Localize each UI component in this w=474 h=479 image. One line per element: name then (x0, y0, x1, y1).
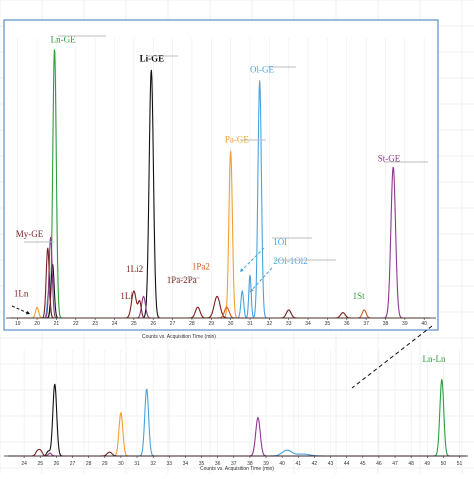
series-line-0 (8, 379, 466, 457)
zoom-connector-line (351, 325, 433, 389)
x-tick-label: 35 (199, 461, 205, 467)
x-tick-label: 38 (247, 461, 253, 467)
x-tick-label: 34 (305, 321, 311, 327)
peak-label: Pa-GE (225, 135, 249, 145)
full-chromatogram-ticks: 24 25 26 27 28 29 30 31 32 33 34 35 36 37 38 39 40 41 42 43… (21, 456, 463, 467)
peak-label: 2Ol-1Ol2 (273, 256, 308, 266)
series-line-4 (8, 416, 466, 457)
x-tick-label: 29 (102, 461, 108, 467)
x-tick-label: 26 (150, 321, 156, 327)
x-tick-label: 28 (86, 461, 92, 467)
series-line-2 (8, 388, 466, 457)
series-line-1 (8, 383, 466, 457)
series-line-3 (8, 411, 466, 457)
x-tick-label: 40 (421, 321, 427, 327)
peak-label: Ol-GE (250, 64, 274, 74)
x-tick-label: 26 (54, 461, 60, 467)
x-tick-label: 20 (34, 321, 40, 327)
peak-label: Ln-GE (51, 35, 76, 45)
peak-label: St-GE (378, 153, 401, 163)
x-tick-label: 36 (344, 321, 350, 327)
x-tick-label: 49 (425, 461, 431, 467)
x-tick-label: 24 (21, 461, 27, 467)
top-inset-panel: 19 20 21 22 23 24 25 26 27 28 29 30 31 32 33 34 35 36 37 38… (3, 19, 439, 340)
x-tick-label: 30 (118, 461, 124, 467)
peak-label: My-GE (16, 229, 44, 239)
x-tick-label: 31 (134, 461, 140, 467)
peak-label: 1Ln (14, 288, 29, 298)
leader-arrow (239, 247, 265, 273)
x-tick-label: 23 (92, 321, 98, 327)
x-tick-label: 43 (328, 461, 334, 467)
arrow-head (26, 310, 30, 315)
peak-label: 1Ol (273, 237, 287, 247)
peak-label: 1Li (120, 291, 133, 301)
leader-arrows (11, 247, 273, 315)
x-tick-label: 32 (150, 461, 156, 467)
top-inset-grid (17, 38, 425, 318)
x-tick-label: 33 (166, 461, 172, 467)
x-tick-label: 30 (228, 321, 234, 327)
full-chromatogram-panel: 24 25 26 27 28 29 30 31 32 33 34 35 36 37 38 39 40 41 42 43… (4, 350, 468, 472)
full-chromatogram-grid (23, 350, 460, 456)
x-tick-label: 33 (286, 321, 292, 327)
x-tick-label: 27 (70, 461, 76, 467)
x-tick-label: 44 (344, 461, 350, 467)
x-tick-label: 31 (247, 321, 253, 327)
full-chromatogram-x-axis-title: Counts vs. Acquisition Time (min) (200, 466, 274, 472)
x-tick-label: 32 (267, 321, 273, 327)
peak-label: 1St (353, 291, 366, 301)
arrow-head (240, 268, 244, 272)
x-tick-label: 50 (441, 461, 447, 467)
x-tick-label: 24 (112, 321, 118, 327)
x-tick-label: 47 (392, 461, 398, 467)
x-tick-label: 25 (131, 321, 137, 327)
top-inset-ticks: 19 20 21 22 23 24 25 26 27 28 29 30 31 32 33 34 35 36 37 38… (15, 318, 427, 327)
peak-label: 1Pa2 (192, 261, 210, 271)
x-tick-label: 28 (189, 321, 195, 327)
x-tick-label: 37 (231, 461, 237, 467)
x-tick-label: 37 (363, 321, 369, 327)
top-inset-annotations: Ln-GE Li-GE Ol-GE Pa-GE St-GE My-GE 1Ol 2Ol-1Ol… (14, 35, 428, 301)
x-tick-label: 25 (37, 461, 43, 467)
full-chromatogram-annotations: Ln-Ln (422, 354, 445, 364)
full-chromatogram-series (8, 379, 466, 457)
x-tick-label: 45 (360, 461, 366, 467)
x-tick-label: 42 (312, 461, 318, 467)
x-tick-label: 46 (376, 461, 382, 467)
x-tick-label: 34 (183, 461, 189, 467)
x-tick-label: 51 (457, 461, 463, 467)
peak-label: Ln-Ln (422, 354, 445, 364)
top-inset-x-axis-title: Counts vs. Acquisition Time (min) (142, 334, 216, 340)
peak-label: 1Pa-2Pa (167, 275, 197, 285)
leader-arrow (249, 267, 273, 293)
x-tick-label: 27 (170, 321, 176, 327)
x-tick-label: 22 (73, 321, 79, 327)
peak-label: Li-GE (140, 54, 165, 64)
x-tick-label: 36 (215, 461, 221, 467)
peak-label: 1Li2 (126, 264, 143, 274)
x-tick-label: 40 (279, 461, 285, 467)
x-tick-label: 48 (408, 461, 414, 467)
x-tick-label: 29 (209, 321, 215, 327)
top-inset-frame (3, 19, 439, 331)
arrow-head (250, 288, 254, 292)
x-tick-label: 38 (383, 321, 389, 327)
x-tick-label: 19 (15, 321, 21, 327)
x-tick-label: 21 (54, 321, 60, 327)
x-tick-label: 35 (325, 321, 331, 327)
x-tick-label: 39 (402, 321, 408, 327)
series-line-5 (8, 448, 466, 457)
x-tick-label: 39 (263, 461, 269, 467)
x-tick-label: 41 (296, 461, 302, 467)
